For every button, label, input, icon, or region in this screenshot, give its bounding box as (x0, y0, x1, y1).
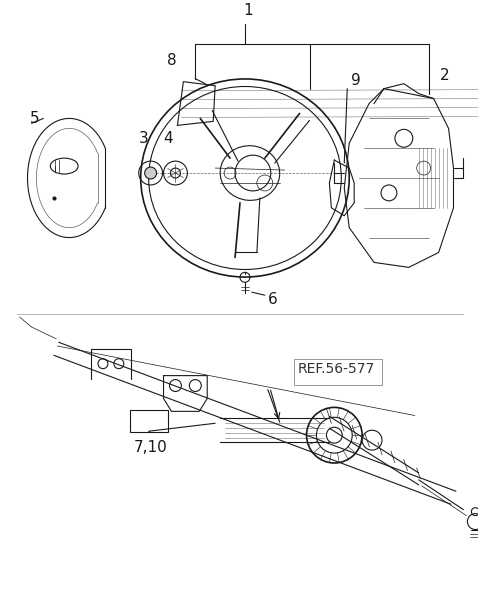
Text: 3: 3 (139, 131, 148, 146)
Text: REF.56-577: REF.56-577 (298, 362, 375, 376)
Text: 5: 5 (29, 111, 39, 126)
Bar (130, 410, 168, 432)
Text: 6: 6 (268, 292, 277, 307)
Text: 9: 9 (351, 73, 361, 88)
Text: 2: 2 (440, 68, 449, 83)
Text: 1: 1 (243, 3, 253, 18)
Text: 4: 4 (164, 131, 173, 146)
Text: 8: 8 (167, 53, 177, 68)
Text: 7,10: 7,10 (134, 440, 168, 455)
Circle shape (144, 167, 156, 179)
